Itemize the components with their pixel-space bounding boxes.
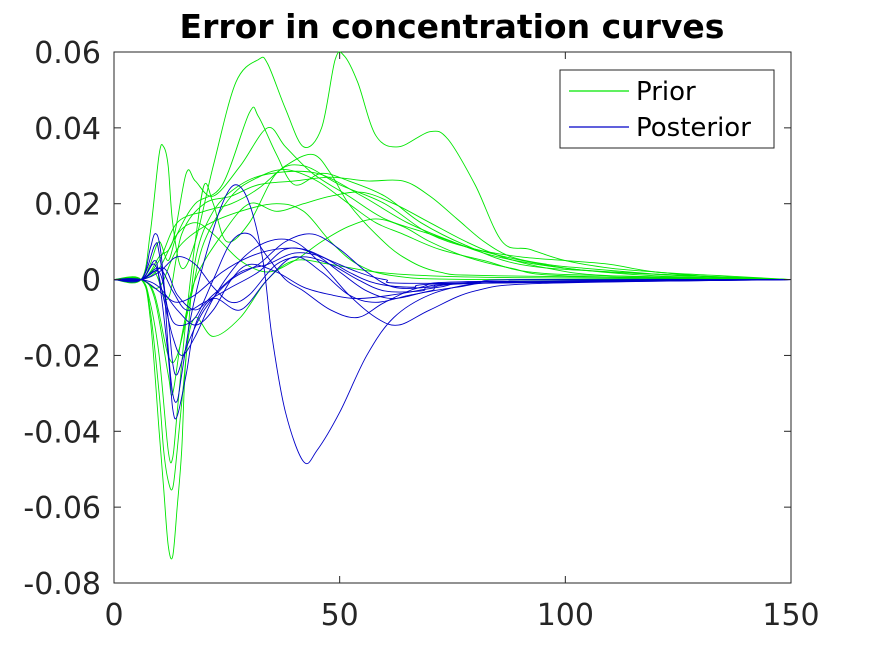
posterior-series-line-13 <box>113 184 792 465</box>
prior-series-line-12 <box>113 218 792 281</box>
posterior-series-line-16 <box>113 238 792 356</box>
prior-series-line-6 <box>113 127 792 281</box>
prior-series-line-10 <box>113 153 792 282</box>
posterior-series-line-20 <box>113 256 792 304</box>
tick-layer: 0 50 100 150 -0.08 -0.06 -0.04 -0.02 0 0.02 0.04 0.… <box>23 36 819 633</box>
y-tick-label-3: -0.02 <box>23 339 101 374</box>
y-tick-label-1: -0.06 <box>23 491 101 526</box>
prior-series-line-7 <box>113 176 792 300</box>
prior-series-line-3 <box>113 170 792 491</box>
y-tick-label-5: 0.02 <box>34 188 101 223</box>
prior-series-line-1 <box>113 51 792 284</box>
posterior-series-line-19 <box>113 252 792 311</box>
y-tick-label-4: 0 <box>82 264 101 299</box>
prior-series-line-9 <box>113 191 792 396</box>
posterior-series-line-14 <box>113 256 792 420</box>
x-tick-label-1: 50 <box>321 598 359 633</box>
x-tick-label-2: 100 <box>537 598 594 633</box>
legend-prior-label: Prior <box>636 77 696 107</box>
y-tick-label-6: 0.04 <box>34 112 101 147</box>
series-layer <box>113 51 792 560</box>
y-tick-label-7: 0.06 <box>34 36 101 71</box>
posterior-series-line-21 <box>113 263 792 326</box>
x-tick-label-0: 0 <box>104 598 123 633</box>
x-tick-label-3: 150 <box>762 598 819 633</box>
chart-title: Error in concentration curves <box>180 7 725 46</box>
prior-series-line-5 <box>113 106 792 282</box>
legend[interactable]: Prior Posterior <box>559 69 775 149</box>
prior-series-line-11 <box>113 203 792 289</box>
posterior-series-line-22 <box>113 247 792 303</box>
posterior-series-line-15 <box>113 233 792 376</box>
legend-posterior-label: Posterior <box>636 113 751 143</box>
posterior-series-line-17 <box>113 232 792 326</box>
legend-box <box>559 69 775 149</box>
y-tick-label-2: -0.04 <box>23 415 101 450</box>
y-tick-label-0: -0.08 <box>23 567 101 602</box>
